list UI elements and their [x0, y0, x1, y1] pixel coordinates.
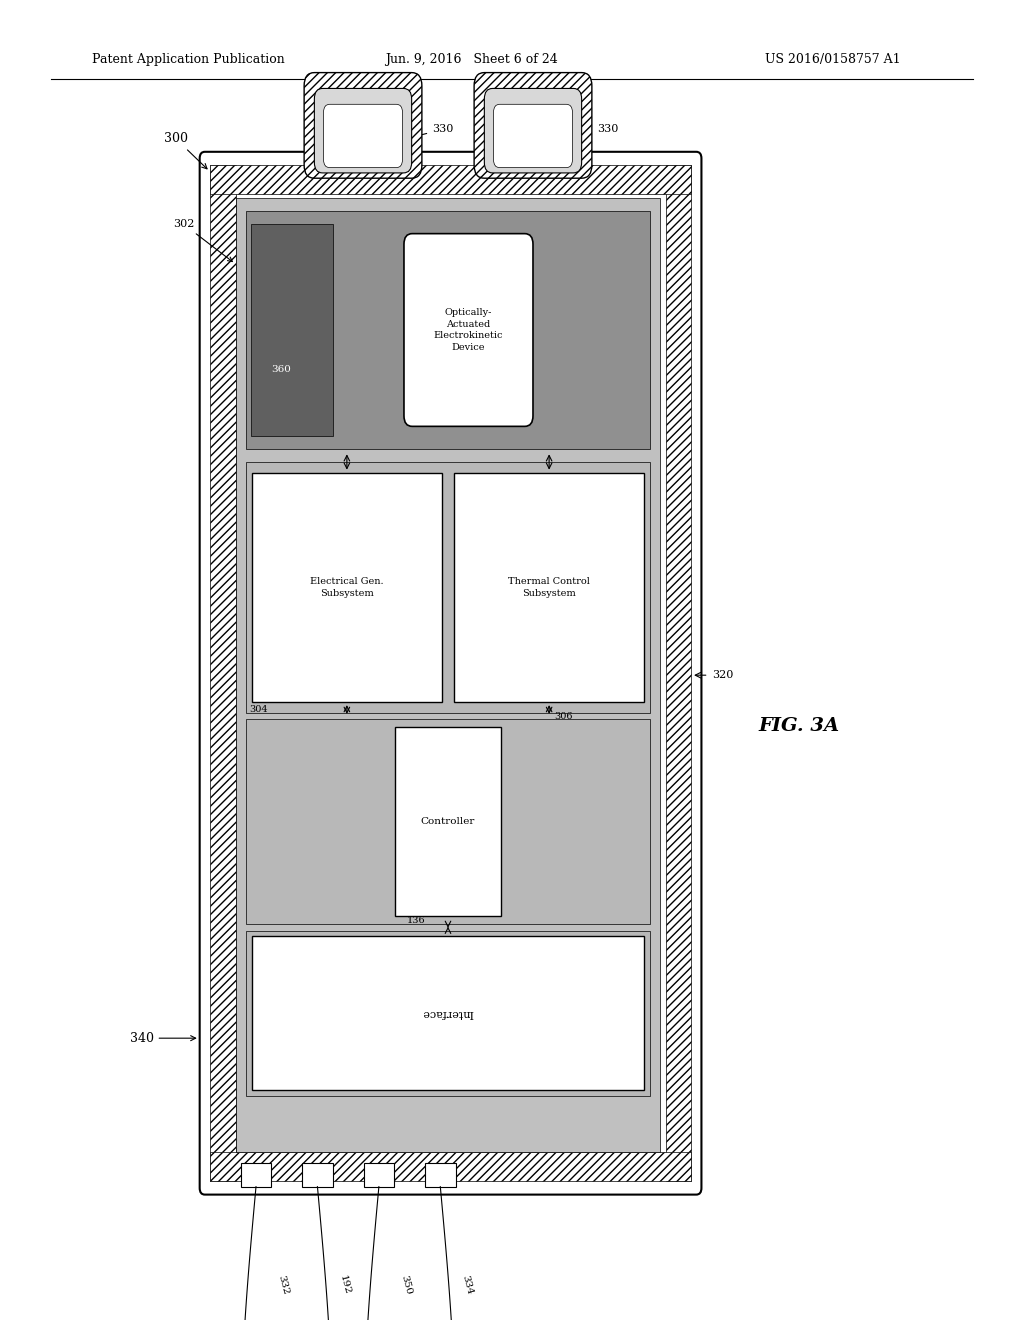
FancyBboxPatch shape	[474, 73, 592, 178]
Text: Interface: Interface	[422, 1008, 474, 1018]
Text: 330: 330	[411, 124, 454, 139]
FancyBboxPatch shape	[494, 104, 572, 168]
FancyBboxPatch shape	[252, 473, 442, 702]
Text: 304: 304	[249, 705, 267, 714]
Bar	[210, 165, 691, 194]
Text: Electrical Gen.
Subsystem: Electrical Gen. Subsystem	[310, 577, 384, 598]
Bar	[364, 1163, 394, 1187]
Bar	[210, 165, 236, 1181]
Text: US 2016/0158757 A1: US 2016/0158757 A1	[766, 53, 901, 66]
Text: 332: 332	[276, 1274, 291, 1295]
Text: 340: 340	[130, 1032, 196, 1044]
Bar	[666, 165, 691, 1181]
Bar	[241, 1163, 271, 1187]
FancyBboxPatch shape	[314, 88, 412, 173]
Text: 350: 350	[399, 1274, 414, 1295]
FancyBboxPatch shape	[403, 234, 532, 426]
Bar	[236, 198, 660, 1152]
Text: Optically-
Actuated
Electrokinetic
Device: Optically- Actuated Electrokinetic Devic…	[434, 308, 503, 352]
Text: 302: 302	[173, 219, 232, 261]
Text: 320: 320	[712, 671, 733, 680]
Bar	[246, 462, 650, 713]
Text: Patent Application Publication: Patent Application Publication	[92, 53, 285, 66]
FancyBboxPatch shape	[200, 152, 701, 1195]
Text: Thermal Control
Subsystem: Thermal Control Subsystem	[508, 577, 590, 598]
Bar	[246, 719, 650, 924]
Bar	[425, 1163, 456, 1187]
Bar	[251, 224, 333, 436]
Text: 136: 136	[408, 916, 426, 925]
FancyBboxPatch shape	[484, 88, 582, 173]
Text: 192: 192	[338, 1274, 352, 1295]
Bar	[246, 931, 650, 1096]
Bar	[302, 1163, 333, 1187]
Text: 360: 360	[271, 366, 292, 374]
Text: Controller: Controller	[421, 817, 475, 826]
Text: 306: 306	[554, 711, 572, 721]
Text: 330: 330	[581, 124, 618, 139]
FancyBboxPatch shape	[252, 936, 644, 1090]
Bar	[210, 1152, 691, 1181]
FancyBboxPatch shape	[455, 473, 644, 702]
Bar	[246, 211, 650, 449]
FancyBboxPatch shape	[304, 73, 422, 178]
Text: FIG. 3A: FIG. 3A	[758, 717, 840, 735]
FancyBboxPatch shape	[395, 727, 502, 916]
Text: 334: 334	[461, 1274, 475, 1295]
FancyBboxPatch shape	[324, 104, 402, 168]
Text: Jun. 9, 2016   Sheet 6 of 24: Jun. 9, 2016 Sheet 6 of 24	[385, 53, 557, 66]
Text: 300: 300	[164, 132, 207, 169]
